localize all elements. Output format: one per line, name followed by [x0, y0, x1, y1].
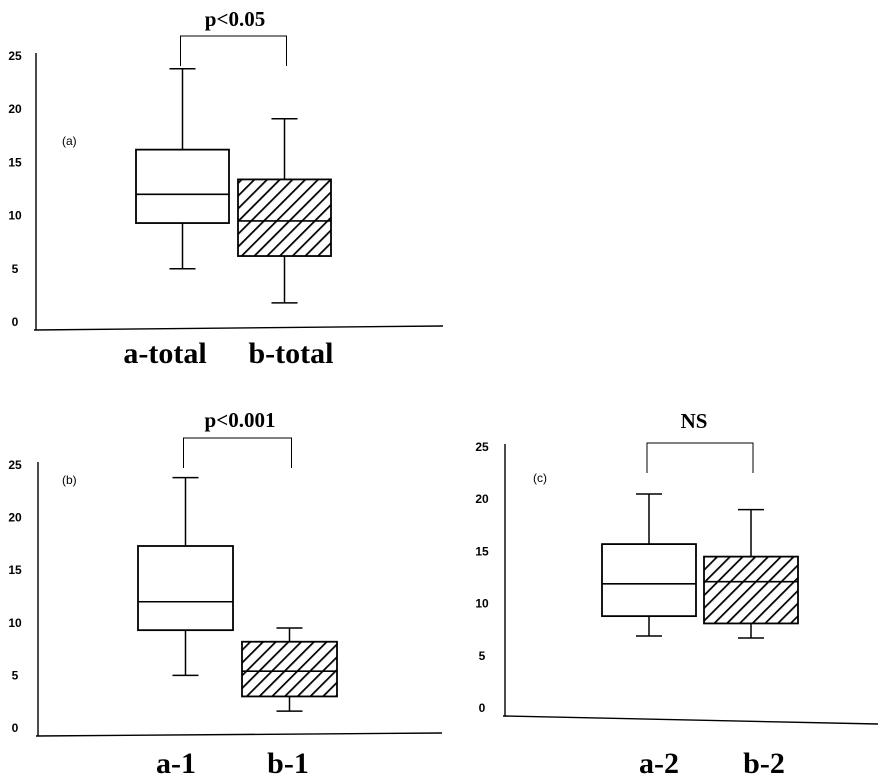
box-a-1 [137, 476, 234, 677]
box-b-1 [241, 627, 338, 712]
category-label: b-total [249, 337, 334, 370]
significance-bracket [180, 35, 287, 66]
significance-label: NS [681, 409, 708, 433]
box-a-2 [601, 493, 697, 637]
y-tick-label: 25 [475, 440, 489, 454]
chart-panel: 0 5 10 15 20 25 (a) a-total b-total p<0.05 [8, 7, 444, 370]
y-tick-label: 20 [475, 492, 489, 506]
y-tick-label: 20 [8, 102, 22, 116]
panel-label: (c) [533, 471, 547, 485]
significance-label: p<0.001 [205, 408, 276, 432]
x-axis-line [33, 325, 444, 331]
category-label: a-1 [156, 747, 196, 777]
box-b-2 [703, 508, 799, 639]
y-tick-label: 0 [12, 315, 19, 329]
y-tick-label: 5 [479, 649, 486, 663]
category-label: b-2 [743, 747, 785, 777]
y-tick-label: 5 [12, 262, 19, 276]
y-tick-label: 15 [8, 155, 22, 169]
significance-label: p<0.05 [205, 7, 265, 31]
category-label: b-1 [267, 747, 309, 777]
y-tick-label: 10 [8, 616, 22, 630]
x-axis-line [35, 732, 443, 737]
y-tick-label: 0 [12, 721, 19, 735]
panel-label: (b) [62, 473, 77, 487]
y-tick-label: 25 [8, 458, 22, 472]
category-label: a-2 [639, 747, 679, 777]
box-iqr [703, 555, 799, 625]
x-axis-line [502, 715, 879, 725]
category-label: a-total [123, 337, 206, 370]
box-b-total [237, 118, 332, 304]
box-iqr [601, 543, 697, 618]
y-tick-label: 25 [8, 49, 22, 63]
y-tick-label: 10 [475, 597, 489, 611]
y-tick-label: 5 [12, 668, 19, 682]
y-tick-label: 10 [8, 209, 22, 223]
box-a-total [135, 68, 230, 270]
box-iqr [241, 640, 338, 698]
significance-bracket [646, 442, 754, 473]
y-tick-label: 15 [475, 544, 489, 558]
chart-panel: 0 5 10 15 20 25 (b) a-1 b-1 p<0.001 [8, 408, 443, 777]
y-tick-label: 0 [479, 701, 486, 715]
box-iqr [137, 545, 234, 632]
y-tick-label: 20 [8, 511, 22, 525]
chart-panel: 0 5 10 15 20 25 (c) a-2 b-2 NS [475, 409, 879, 777]
box-iqr [237, 178, 332, 257]
box-iqr [135, 148, 230, 224]
significance-bracket [183, 437, 292, 468]
y-tick-label: 15 [8, 563, 22, 577]
panel-label: (a) [62, 134, 77, 148]
